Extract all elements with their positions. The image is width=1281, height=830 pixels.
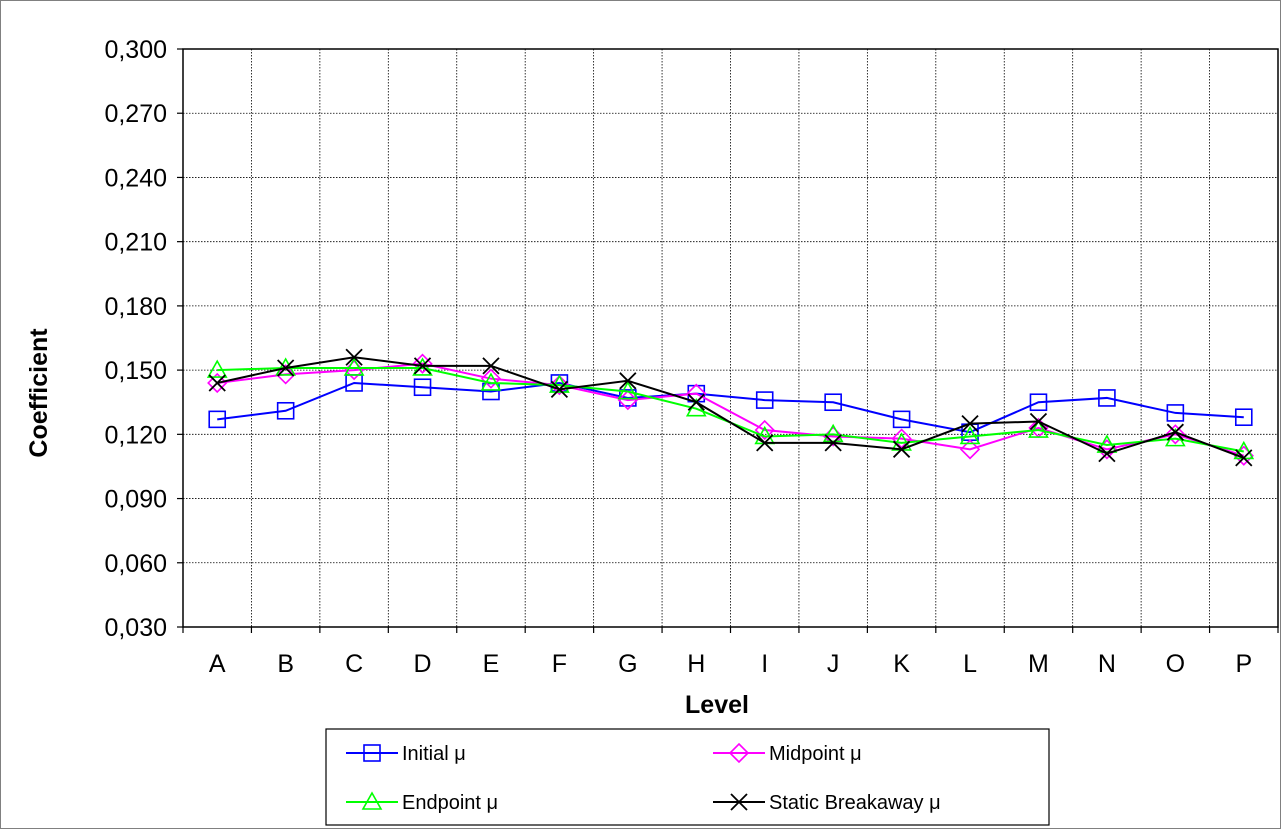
data-point bbox=[959, 439, 981, 460]
data-point bbox=[1096, 434, 1118, 453]
y-tick-label: 0,270 bbox=[104, 100, 167, 128]
y-tick-label: 0,300 bbox=[104, 36, 167, 64]
legend-marker bbox=[730, 793, 748, 811]
legend: Initial μ Midpoint μ Endpoint μ Static Brea… bbox=[325, 728, 1050, 826]
legend-marker bbox=[363, 744, 381, 762]
data-point bbox=[619, 372, 637, 390]
data-point bbox=[549, 374, 570, 396]
series-x bbox=[208, 348, 1253, 467]
legend-label: Initial μ bbox=[402, 743, 466, 765]
x-tick-label: H bbox=[687, 650, 705, 678]
x-tick-label: A bbox=[209, 650, 226, 678]
data-point bbox=[892, 440, 911, 458]
data-point bbox=[687, 393, 705, 411]
data-point bbox=[822, 423, 844, 443]
data-point bbox=[1165, 424, 1186, 445]
data-point bbox=[892, 410, 911, 429]
x-tick-label: O bbox=[1166, 650, 1185, 678]
x-tick-label: I bbox=[761, 650, 768, 678]
legend-item: Static Breakaway μ bbox=[713, 792, 941, 814]
data-point bbox=[1098, 389, 1116, 407]
data-point bbox=[207, 372, 228, 394]
legend-item: Initial μ bbox=[346, 743, 466, 765]
legend-item: Midpoint μ bbox=[713, 742, 862, 765]
y-tick-label: 0,210 bbox=[104, 229, 167, 257]
data-point bbox=[961, 414, 979, 433]
legend-marker bbox=[728, 742, 750, 764]
x-tick-label: K bbox=[893, 650, 910, 678]
data-point bbox=[824, 434, 842, 452]
data-point bbox=[343, 357, 365, 376]
y-axis: 0,030 0,060 0,090 0,120 0,150 0,180 0,210 0,240… bbox=[104, 36, 183, 642]
x-tick-label: G bbox=[618, 650, 637, 678]
x-tick-label: L bbox=[963, 650, 977, 678]
x-tick-label: P bbox=[1235, 650, 1252, 678]
x-axis: A B C D E F G H I J K L M N O P bbox=[182, 627, 1279, 678]
data-point bbox=[823, 426, 844, 447]
data-point bbox=[1028, 419, 1049, 438]
data-point bbox=[824, 393, 842, 412]
series-line bbox=[217, 356, 1245, 459]
y-tick-label: 0,030 bbox=[104, 614, 167, 642]
x-tick-label: D bbox=[414, 650, 432, 678]
data-point bbox=[206, 359, 228, 378]
y-axis-title: Coefficient bbox=[25, 328, 53, 458]
data-point bbox=[1166, 404, 1185, 422]
data-point bbox=[1166, 423, 1184, 441]
legend-box bbox=[325, 728, 1050, 826]
data-point bbox=[480, 368, 502, 389]
data-point bbox=[208, 374, 226, 392]
data-point bbox=[277, 359, 295, 377]
x-tick-label: B bbox=[277, 650, 294, 678]
grid-lines bbox=[183, 49, 1278, 627]
data-point bbox=[276, 401, 295, 420]
data-point bbox=[959, 425, 981, 445]
legend-label: Midpoint μ bbox=[769, 743, 862, 765]
data-point bbox=[345, 348, 363, 366]
y-tick-label: 0,240 bbox=[104, 164, 167, 192]
legend-marker bbox=[361, 791, 383, 810]
data-point bbox=[412, 357, 433, 376]
legend-item: Endpoint μ bbox=[346, 791, 498, 814]
data-point bbox=[482, 357, 500, 375]
legend-label: Endpoint μ bbox=[402, 792, 498, 814]
data-point bbox=[1029, 412, 1048, 431]
y-tick-label: 0,120 bbox=[104, 421, 167, 449]
data-point bbox=[208, 410, 227, 429]
y-tick-label: 0,180 bbox=[104, 293, 167, 321]
data-point bbox=[1234, 408, 1253, 427]
data-point bbox=[480, 372, 502, 391]
data-point bbox=[275, 364, 296, 385]
x-tick-label: M bbox=[1028, 650, 1049, 678]
y-tick-label: 0,150 bbox=[104, 357, 167, 385]
series-layer bbox=[206, 348, 1255, 467]
data-point bbox=[617, 380, 639, 400]
y-tick-label: 0,090 bbox=[104, 486, 167, 514]
data-point bbox=[1029, 393, 1048, 412]
x-tick-label: C bbox=[345, 650, 363, 678]
data-point bbox=[1235, 449, 1253, 467]
x-tick-label: J bbox=[827, 650, 840, 678]
x-tick-label: E bbox=[483, 650, 500, 678]
data-point bbox=[756, 434, 774, 452]
x-tick-label: F bbox=[552, 650, 567, 678]
data-point bbox=[1098, 444, 1116, 463]
series-line bbox=[217, 381, 1244, 434]
x-axis-title: Level bbox=[685, 691, 749, 719]
data-point bbox=[550, 380, 569, 399]
data-point bbox=[617, 389, 638, 411]
data-point bbox=[755, 391, 774, 409]
data-point bbox=[754, 419, 775, 441]
data-point bbox=[891, 428, 912, 449]
legend-label: Static Breakaway μ bbox=[769, 792, 941, 814]
data-point bbox=[413, 378, 432, 397]
y-tick-label: 0,060 bbox=[104, 550, 167, 578]
data-point bbox=[413, 357, 432, 375]
x-tick-label: N bbox=[1098, 650, 1116, 678]
